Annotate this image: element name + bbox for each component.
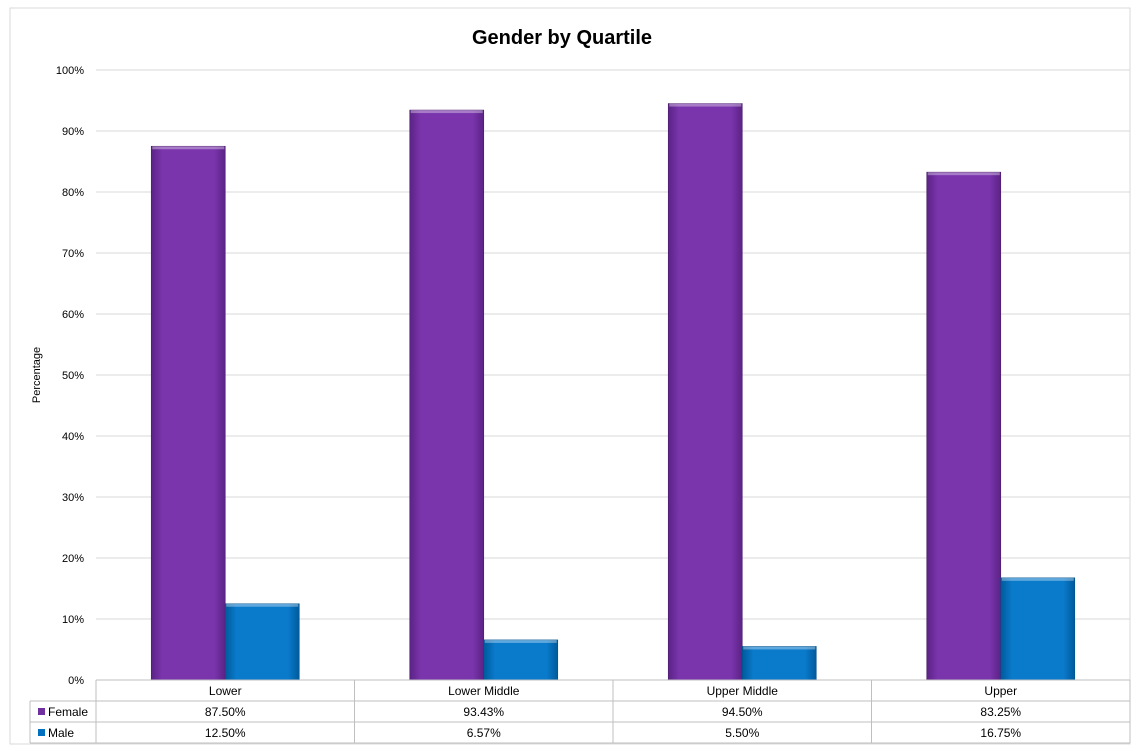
bar-highlight [226, 603, 299, 607]
y-tick-label: 40% [62, 431, 84, 443]
data-label-female: 83.25% [980, 705, 1021, 719]
bar-female-1 [150, 145, 226, 681]
data-label-male: 12.50% [205, 726, 246, 740]
bar-male-3 [741, 646, 817, 681]
y-tick-label: 10% [62, 614, 84, 626]
legend-key-female [38, 708, 45, 715]
legend-label-female: Female [48, 705, 88, 719]
data-label-male: 16.75% [980, 726, 1021, 740]
category-label: Upper [984, 684, 1017, 698]
data-label-male: 5.50% [725, 726, 759, 740]
bar-highlight [1001, 577, 1074, 581]
bar-highlight [927, 172, 1000, 176]
y-axis-label: Percentage [31, 347, 43, 403]
y-tick-label: 70% [62, 248, 84, 260]
bar-female-3 [667, 103, 743, 681]
bar-male-4 [1000, 577, 1076, 681]
bar-male-1 [224, 603, 300, 681]
legend-key-male [38, 729, 45, 736]
bars-group [150, 103, 1076, 681]
bar-female-4 [926, 171, 1002, 681]
data-label-female: 87.50% [205, 705, 246, 719]
bar-highlight [484, 639, 557, 643]
data-table: Lower Lower Middle Upper Middle Upper Female… [29, 679, 1131, 744]
y-tick-label: 60% [62, 309, 84, 321]
bar-male-2 [483, 639, 559, 681]
y-tick-label: 90% [62, 126, 84, 138]
y-axis-ticks: 0% 10% 20% 30% 40% 50% 60% 70% 80% 90% 100% [56, 65, 84, 687]
y-tick-label: 100% [56, 65, 84, 77]
y-tick-label: 0% [68, 675, 84, 687]
data-label-female: 93.43% [463, 705, 504, 719]
bar-highlight [152, 146, 225, 150]
bar-highlight [743, 646, 816, 650]
category-label: Upper Middle [707, 684, 779, 698]
bar-female-2 [409, 109, 485, 681]
bar-highlight [410, 110, 483, 114]
category-label: Lower [209, 684, 242, 698]
bar-highlight [669, 103, 742, 107]
category-label: Lower Middle [448, 684, 520, 698]
y-tick-label: 80% [62, 187, 84, 199]
legend-label-male: Male [48, 726, 74, 740]
data-label-male: 6.57% [467, 726, 501, 740]
chart-title: Gender by Quartile [472, 27, 652, 49]
y-tick-label: 20% [62, 553, 84, 565]
data-label-female: 94.50% [722, 705, 763, 719]
y-tick-label: 50% [62, 370, 84, 382]
y-tick-label: 30% [62, 492, 84, 504]
